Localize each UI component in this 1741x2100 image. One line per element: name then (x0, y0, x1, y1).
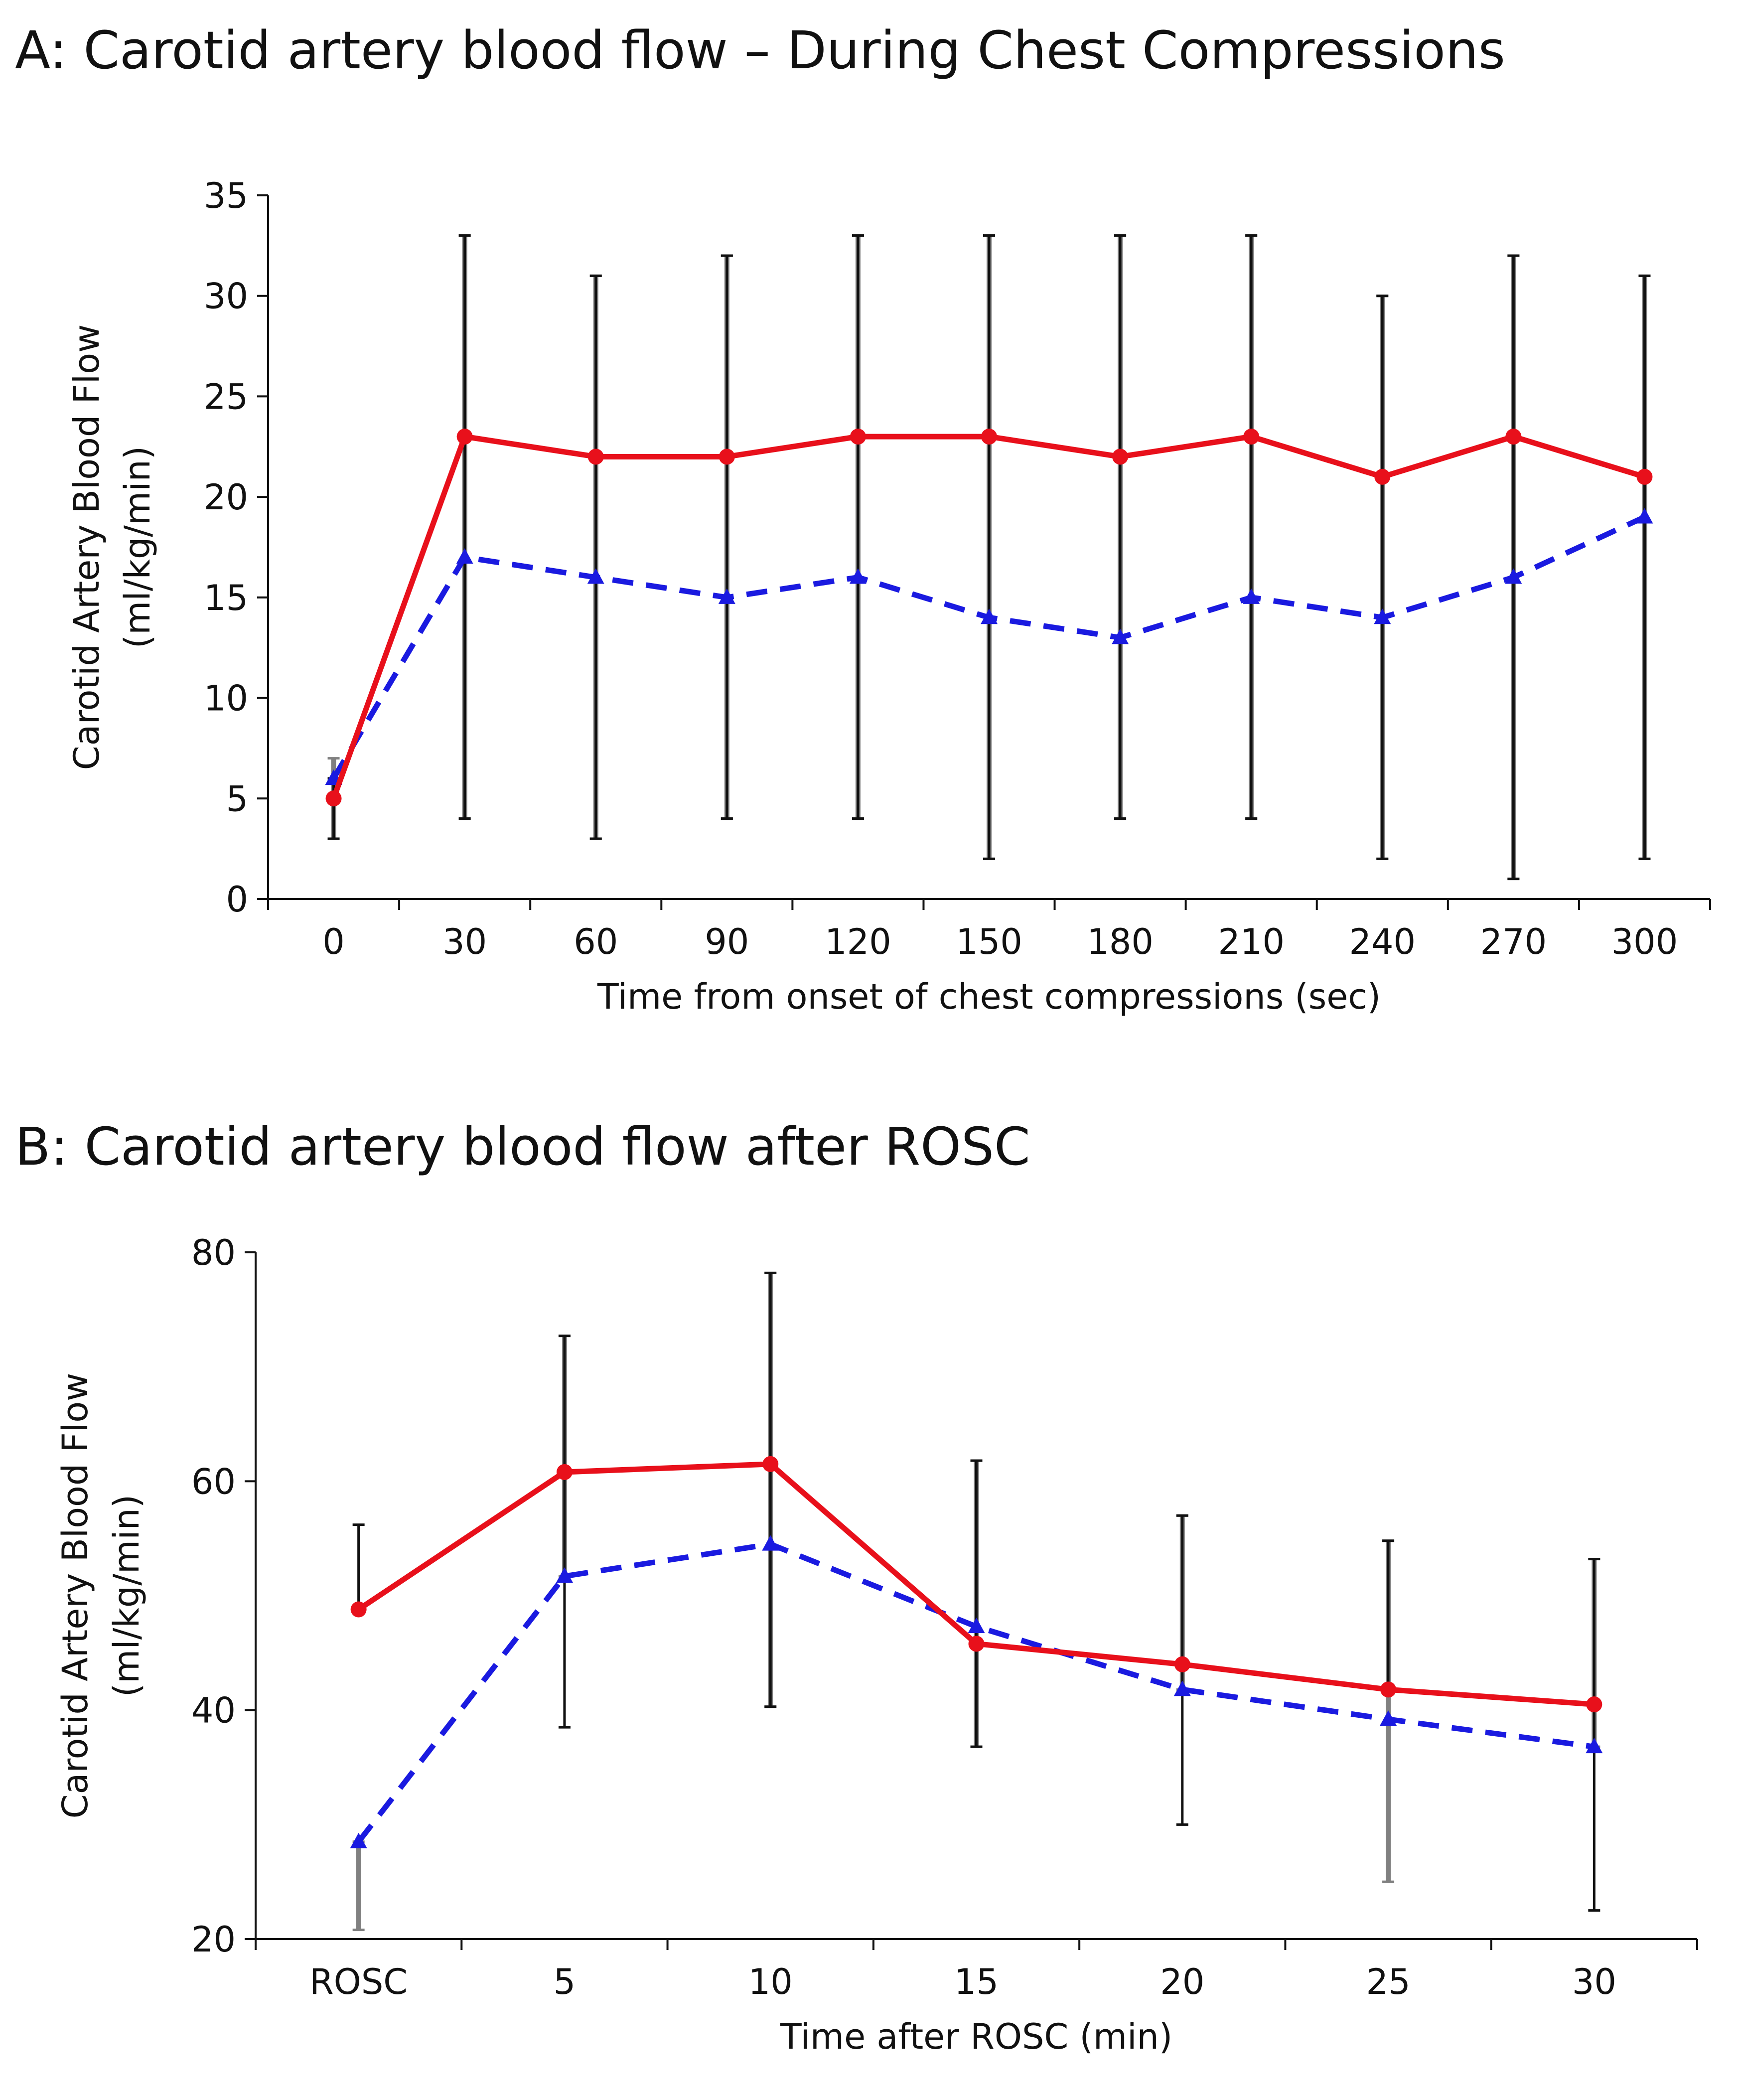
data-point (1586, 1696, 1602, 1713)
x-tick-label: 30 (1572, 1961, 1616, 2002)
x-tick-label: 25 (1366, 1961, 1411, 2002)
data-point (1636, 508, 1653, 524)
x-tick-label: ROSC (309, 1961, 408, 2002)
x-tick-label: 10 (748, 1961, 793, 2002)
data-point (1380, 1681, 1397, 1698)
data-point (849, 568, 867, 584)
data-point (1174, 1656, 1190, 1672)
data-point (762, 1456, 779, 1472)
x-tick-label: 90 (705, 921, 749, 962)
y-tick-label: 35 (204, 175, 248, 216)
data-point (1173, 1680, 1191, 1696)
data-point (1112, 628, 1129, 644)
x-tick-label: 5 (554, 1961, 576, 2002)
data-point (350, 1601, 367, 1618)
x-axis-title: Time from onset of chest compressions (s… (597, 976, 1381, 1017)
y-tick-label: 15 (204, 578, 248, 618)
data-point (587, 568, 604, 584)
data-point (981, 608, 998, 624)
data-point (1112, 449, 1129, 465)
data-point (1374, 468, 1391, 485)
data-point (556, 1464, 573, 1480)
y-tick-label: 20 (191, 1919, 236, 1960)
data-point (1380, 1710, 1397, 1726)
x-tick-label: 20 (1160, 1961, 1204, 2002)
data-point (718, 588, 735, 604)
data-point (456, 548, 473, 564)
data-point (556, 1567, 573, 1583)
data-point (981, 429, 997, 445)
y-axis-unit: (ml/kg/min) (106, 1495, 147, 1697)
x-tick-label: 150 (956, 921, 1022, 962)
x-tick-label: 180 (1087, 921, 1154, 962)
x-tick-label: 240 (1349, 921, 1416, 962)
panel-a-title: A: Carotid artery blood flow – During Ch… (15, 20, 1505, 81)
x-tick-label: 120 (825, 921, 891, 962)
x-axis-title: Time after ROSC (min) (780, 2016, 1172, 2057)
y-axis-title: Carotid Artery Blood Flow (66, 324, 107, 770)
data-point (1505, 568, 1522, 584)
y-tick-label: 20 (204, 477, 248, 518)
y-axis-title: Carotid Artery Blood Flow (55, 1373, 96, 1819)
y-tick-label: 30 (204, 276, 248, 317)
data-point (968, 1636, 985, 1652)
x-tick-label: 0 (322, 921, 345, 962)
data-point (1243, 429, 1260, 445)
data-point (1636, 468, 1653, 485)
data-point (850, 429, 866, 445)
y-axis-unit: (ml/kg/min) (117, 446, 158, 648)
data-point (456, 429, 473, 445)
panel-b-title: B: Carotid artery blood flow after ROSC (15, 1116, 1030, 1177)
data-point (1586, 1738, 1603, 1754)
data-point (719, 449, 735, 465)
x-tick-label: 15 (954, 1961, 999, 2002)
x-tick-label: 30 (442, 921, 487, 962)
y-tick-label: 10 (204, 678, 248, 719)
data-point (587, 449, 604, 465)
data-point (968, 1618, 985, 1634)
y-tick-label: 80 (191, 1232, 236, 1273)
x-tick-label: 60 (574, 921, 618, 962)
data-point (762, 1535, 779, 1551)
y-tick-label: 25 (204, 376, 248, 417)
data-point (350, 1832, 367, 1848)
y-tick-label: 40 (191, 1690, 236, 1731)
y-tick-label: 0 (226, 879, 248, 920)
data-point (1243, 588, 1260, 604)
y-tick-label: 5 (226, 778, 248, 819)
chart-a: 0 5 10 15 20 25 30 35 0 30 60 90 120 150 180 210 240 270 3… (66, 175, 1711, 1017)
data-point (1374, 608, 1391, 624)
x-tick-label: 210 (1218, 921, 1285, 962)
y-tick-label: 60 (191, 1461, 236, 1502)
x-tick-label: 300 (1611, 921, 1678, 962)
data-point (325, 790, 342, 807)
x-tick-label: 270 (1480, 921, 1547, 962)
data-point (1505, 429, 1522, 445)
